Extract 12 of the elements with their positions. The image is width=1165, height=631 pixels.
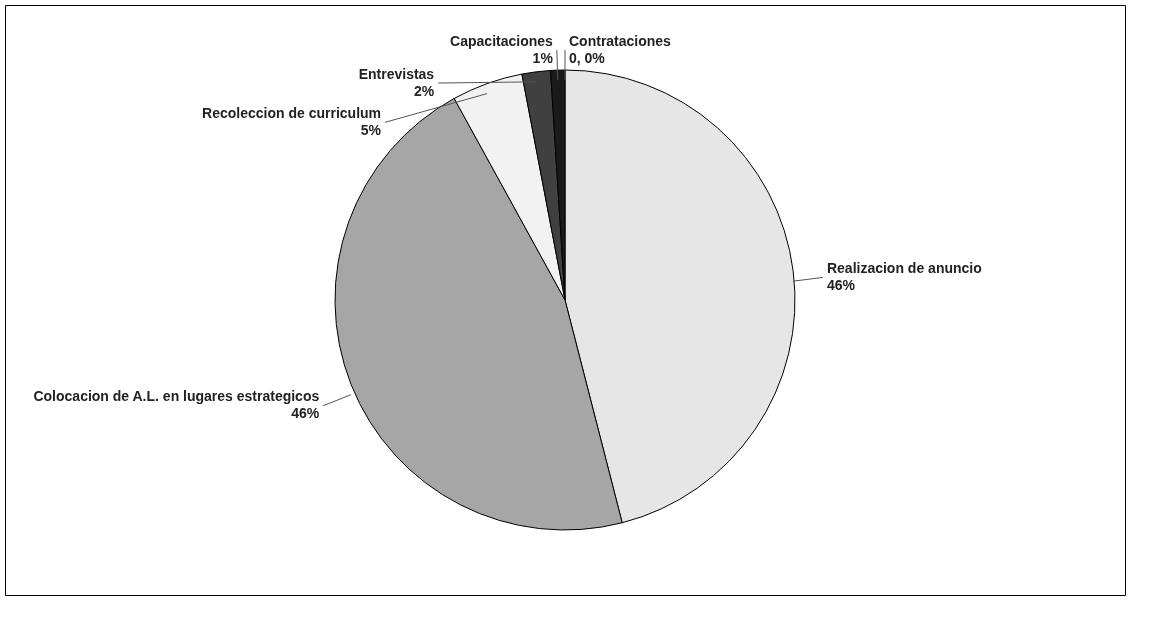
slice-label: Recoleccion de curriculum: [202, 104, 382, 121]
data-label: 46%: [826, 276, 856, 293]
slice-label: Capacitaciones: [450, 32, 554, 49]
slice-label: Entrevistas: [358, 65, 435, 82]
text: 0, 0%: [569, 49, 605, 66]
slice-label: Colocacion de A.L. en lugares estrategicos: [33, 388, 320, 405]
data-label: 2%: [413, 82, 435, 99]
data-label: 46%: [291, 405, 320, 422]
category-label: Contrataciones: [569, 32, 671, 49]
slice-label: Realizacion de anuncio: [826, 259, 982, 276]
data-label: 5%: [360, 121, 382, 138]
data-label: 1%: [532, 49, 554, 66]
